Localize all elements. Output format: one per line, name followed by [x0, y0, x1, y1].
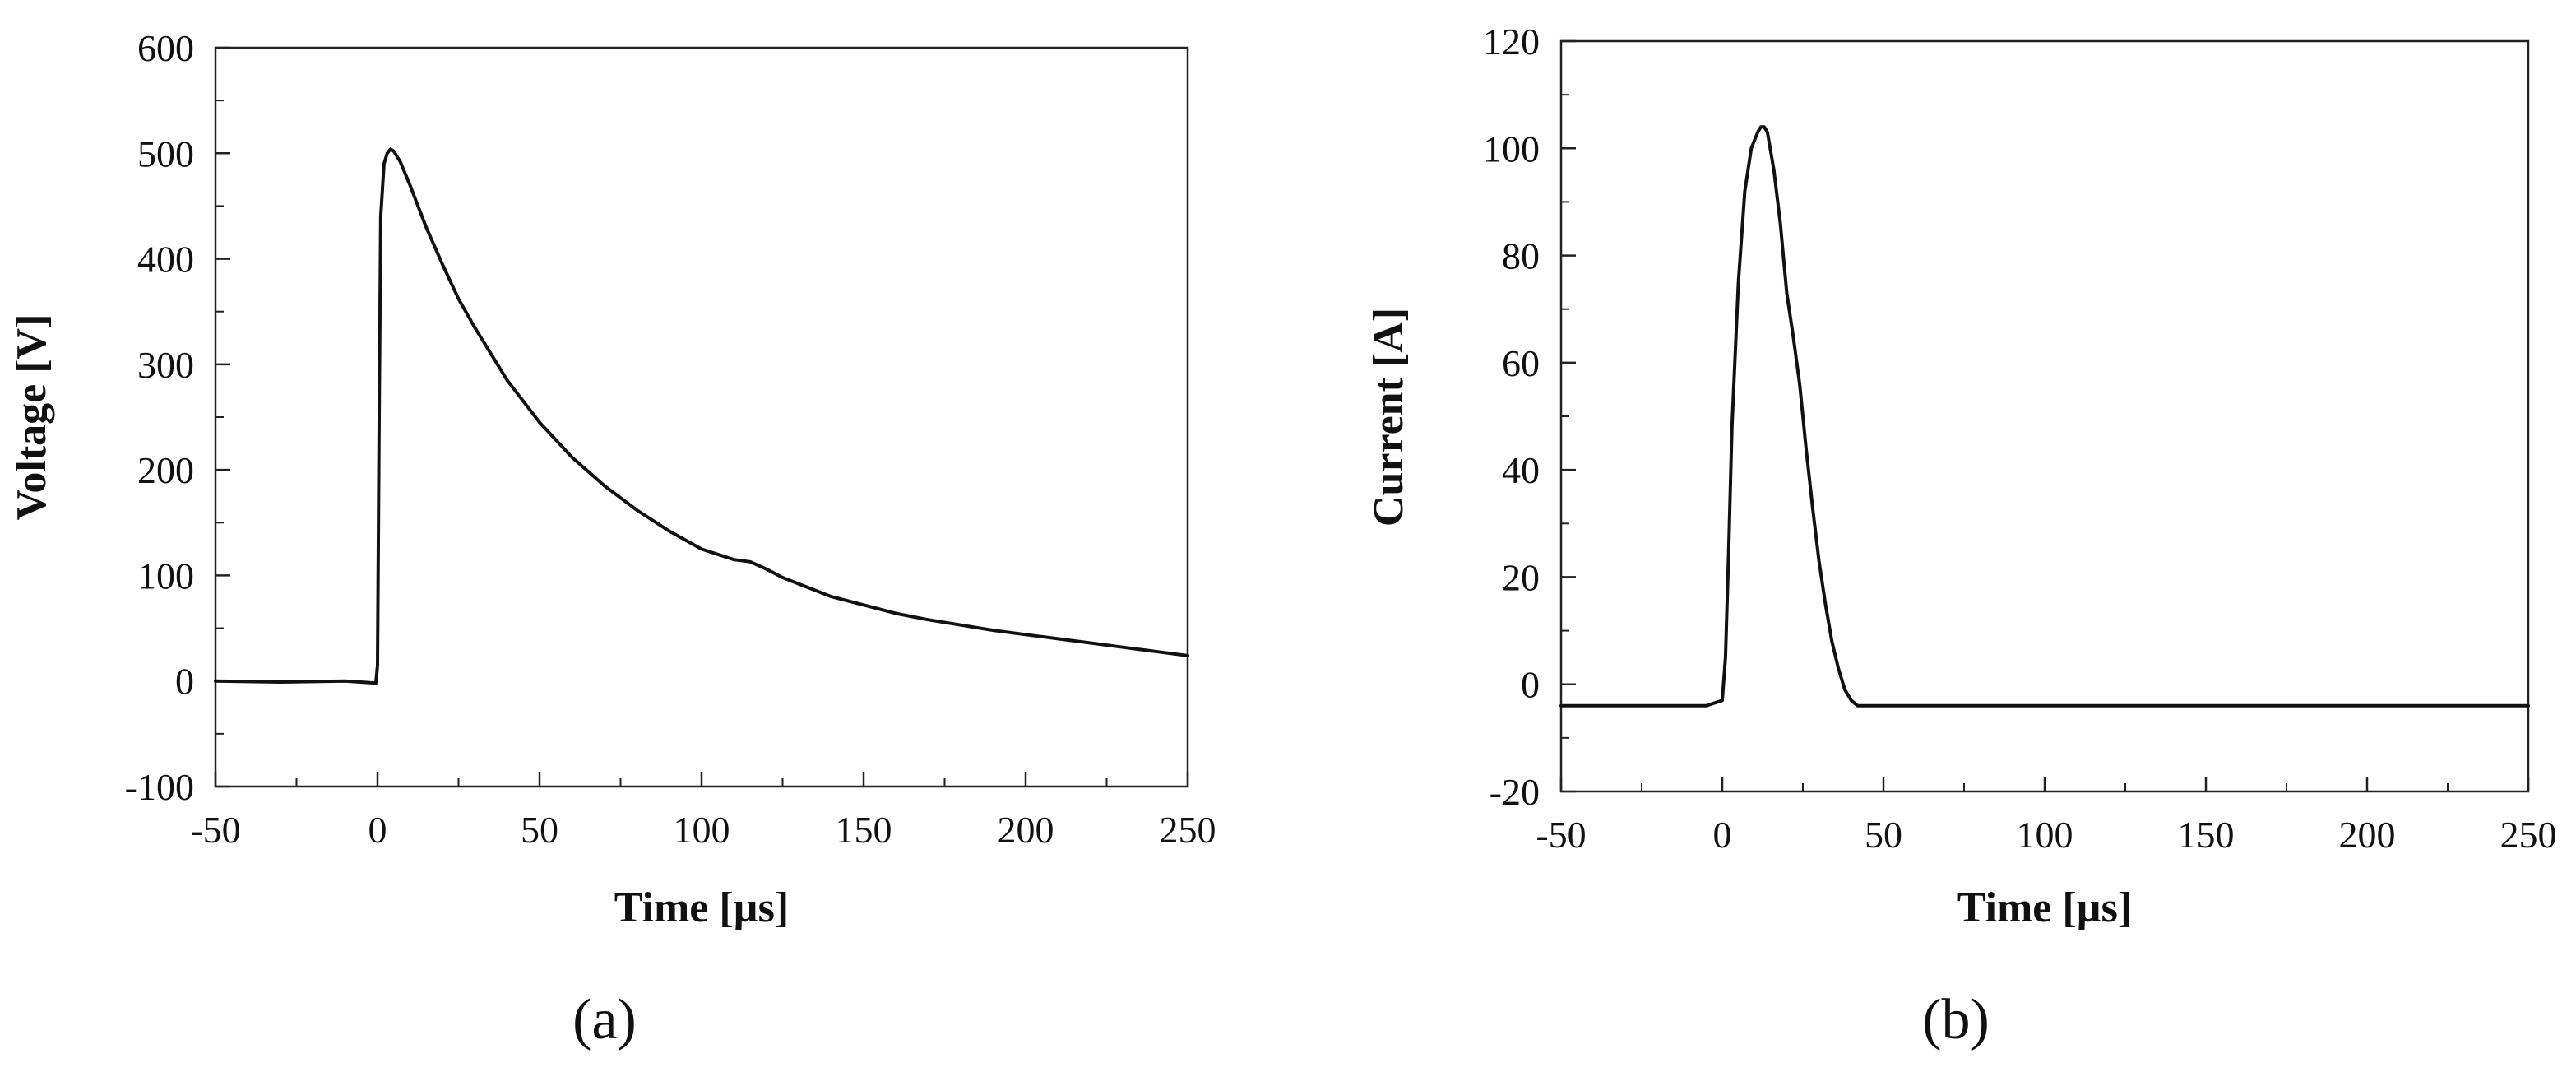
y-tick-label: 120 [1483, 21, 1540, 63]
y-tick-label: 100 [137, 555, 194, 596]
x-tick-label: 150 [2178, 814, 2235, 856]
x-tick-label: 200 [998, 809, 1054, 851]
y-tick-label: -20 [1490, 771, 1540, 813]
x-axis-title: Time [µs] [614, 884, 789, 931]
x-tick-label: 200 [2339, 814, 2396, 856]
y-axis-title: Voltage [V] [8, 314, 55, 521]
x-tick-label: 50 [521, 809, 558, 851]
y-tick-label: 20 [1502, 556, 1540, 598]
x-tick-label: 150 [836, 809, 892, 851]
series-line [214, 147, 1189, 685]
panel-a: -100 0 100 200 300 400 500 600 -50 0 50 100 150 200 25… [8, 27, 1216, 1051]
panel-label: (a) [572, 988, 637, 1051]
x-tick-label: -50 [190, 809, 240, 851]
y-tick-label: 0 [175, 661, 194, 703]
y-tick-label: 200 [137, 449, 194, 491]
y-tick-label: 80 [1502, 235, 1540, 277]
y-tick-label: 0 [1521, 664, 1540, 706]
panel-b: -20 0 20 40 60 80 100 120 -50 0 50 100 150 200 250 Time… [1365, 21, 2557, 1051]
x-tick-label: 0 [368, 809, 387, 851]
panel-label: (b) [1922, 988, 1990, 1051]
y-tick-label: 100 [1483, 128, 1540, 169]
x-tick-label: 100 [2017, 814, 2073, 856]
x-tick-label: -50 [1536, 814, 1586, 856]
x-tick-label: 250 [2500, 814, 2557, 856]
series-line [1559, 125, 2530, 708]
x-tick-label: 0 [1713, 814, 1732, 856]
plot-frame [214, 46, 1189, 788]
x-tick-label: 250 [1160, 809, 1216, 851]
y-axis-title: Current [A] [1365, 308, 1412, 527]
y-tick-label: 60 [1502, 342, 1540, 384]
y-tick-label: 500 [137, 132, 194, 174]
y-tick-label: 40 [1502, 449, 1540, 491]
y-tick-label: -100 [125, 766, 194, 808]
x-tick-label: 50 [1865, 814, 1902, 856]
plot-frame [1559, 39, 2530, 793]
x-axis-title: Time [µs] [1957, 884, 2132, 931]
y-tick-label: 300 [137, 344, 194, 386]
y-tick-label: 600 [137, 27, 194, 69]
y-tick-label: 400 [137, 239, 194, 281]
x-tick-label: 100 [674, 809, 730, 851]
